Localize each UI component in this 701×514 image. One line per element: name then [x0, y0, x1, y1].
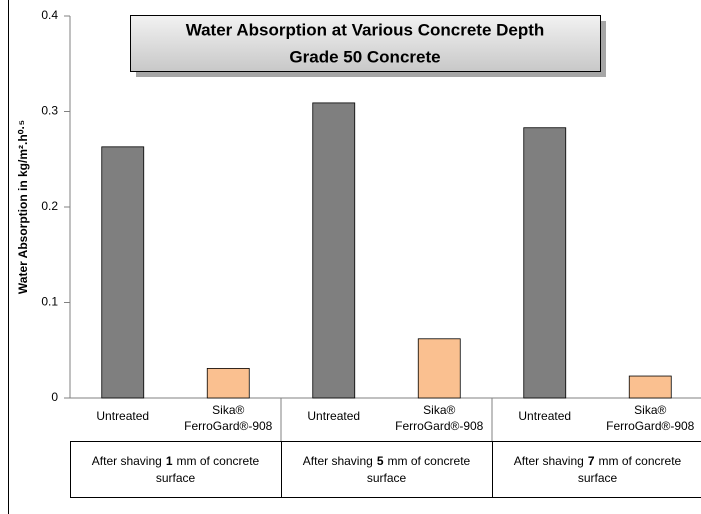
bar	[101, 146, 145, 399]
chart-title: Water Absorption at Various Concrete Dep…	[186, 20, 545, 39]
y-tick-label: 0.1	[41, 295, 58, 309]
x-tick-label: Sika® FerroGard®-908	[395, 403, 484, 433]
x-tick-label-line: FerroGard®-908	[606, 419, 695, 433]
bar	[312, 102, 356, 399]
group-box	[70, 441, 282, 498]
x-tick-label-line: Sika®	[212, 403, 244, 417]
bar	[628, 375, 672, 399]
group-box	[492, 441, 701, 498]
group-label: After shaving 5 mm of concrete	[303, 454, 471, 468]
x-tick-label: Untreated	[307, 409, 360, 423]
group-label-part: 1	[166, 454, 173, 468]
x-tick-label-line: FerroGard®-908	[184, 419, 273, 433]
group-label-part: mm of concrete	[599, 454, 682, 468]
y-axis-label: Water Absorption in kg/m².h⁰·⁵	[16, 120, 30, 294]
group-label: After shaving 7 mm of concrete	[514, 454, 682, 468]
bar	[417, 338, 461, 399]
group-label-part: mm of concrete	[177, 454, 260, 468]
chart-subtitle: Grade 50 Concrete	[289, 47, 440, 66]
y-tick-label: 0.4	[41, 8, 58, 22]
group-label-part: 5	[377, 454, 384, 468]
group-label: After shaving 1 mm of concrete	[92, 454, 260, 468]
group-label-end: surface	[367, 471, 407, 485]
group-label-part: After shaving	[92, 454, 162, 468]
chart-frame	[8, 0, 9, 514]
x-tick-label-line: FerroGard®-908	[395, 419, 484, 433]
y-tick-label: 0	[51, 390, 58, 404]
title-box	[130, 15, 601, 72]
x-tick-label: Sika® FerroGard®-908	[184, 403, 273, 433]
group-label-part: After shaving	[303, 454, 373, 468]
group-label-part: mm of concrete	[388, 454, 471, 468]
group-label-part: 7	[588, 454, 595, 468]
y-tick-label: 0.3	[41, 104, 58, 118]
y-tick-label: 0.2	[41, 199, 58, 213]
bar	[523, 127, 567, 399]
x-tick-label: Untreated	[96, 409, 149, 423]
x-tick-label-line: Sika®	[634, 403, 666, 417]
x-tick-label: Sika® FerroGard®-908	[606, 403, 695, 433]
bar	[206, 367, 250, 399]
group-box	[281, 441, 493, 498]
x-tick-label-line: Sika®	[423, 403, 455, 417]
group-label-end: surface	[578, 471, 618, 485]
group-label-end: surface	[156, 471, 196, 485]
x-tick-label: Untreated	[518, 409, 571, 423]
group-label-part: After shaving	[514, 454, 584, 468]
